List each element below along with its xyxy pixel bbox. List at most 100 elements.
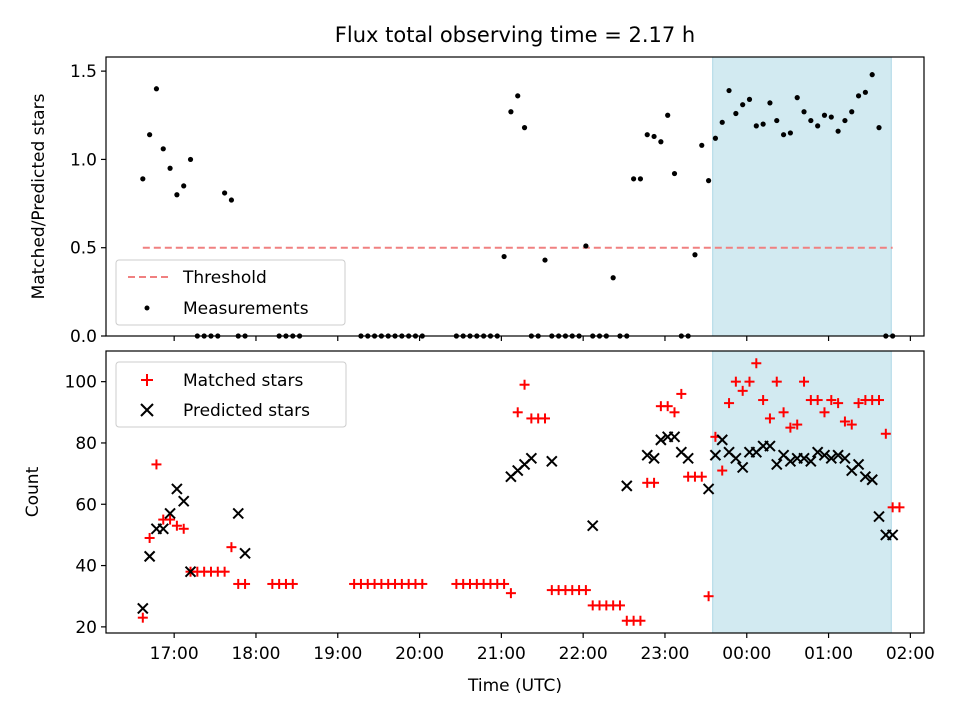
measurement-point: [835, 128, 841, 134]
matched-point: [764, 413, 775, 424]
measurement-point: [787, 130, 793, 136]
measurement-point: [849, 109, 855, 115]
matched-legend-swatch: [141, 374, 153, 386]
predicted-point: [621, 480, 633, 492]
top-y-axis-label: Matched/Predicted stars: [29, 93, 49, 299]
predicted-point: [702, 483, 715, 495]
y-tick-label: 100: [65, 373, 97, 393]
matched-point: [635, 615, 646, 626]
measurement-point: [712, 135, 719, 141]
x-tick-label: 22:00: [559, 644, 608, 664]
measurement-point: [719, 119, 725, 125]
predicted-point: [171, 483, 183, 495]
y-tick-label: 1.0: [70, 150, 97, 170]
x-tick-label: 17:00: [150, 644, 199, 664]
predicted-point: [682, 452, 694, 464]
predicted-stars-points: [137, 431, 899, 615]
measurement-point: [842, 117, 848, 124]
predicted-point: [818, 449, 831, 461]
predicted-point: [784, 455, 797, 468]
bottom-shaded-region: [712, 350, 892, 634]
predicted-point: [825, 452, 838, 464]
matched-point: [539, 413, 550, 424]
measurement-point: [153, 86, 160, 92]
matched-point: [662, 401, 673, 412]
y-tick-label: 40: [75, 557, 97, 577]
measurement-point: [705, 178, 712, 184]
measurement-point: [651, 133, 657, 140]
predicted-point: [641, 449, 653, 461]
predicted-point: [137, 602, 149, 615]
measurement-point: [140, 176, 146, 182]
predicted-point: [709, 449, 722, 461]
predicted-point: [164, 507, 176, 520]
matched-point: [178, 523, 189, 534]
top-shaded-region: [712, 56, 892, 337]
measurements-points: [140, 72, 896, 339]
bottom-x-axis-label: Time (UTC): [467, 676, 562, 696]
top-panel: 0.0 0.5 1.0 1.5 Matched/Predicted stars Thr…: [29, 56, 925, 347]
matched-point: [751, 358, 762, 369]
matched-point: [758, 395, 769, 406]
matched-point: [846, 419, 857, 430]
measurement-point: [746, 96, 753, 102]
bottom-legend-box: [115, 361, 347, 428]
matched-point: [874, 395, 885, 406]
matched-point: [151, 459, 162, 470]
matched-point: [792, 419, 803, 430]
matched-point: [717, 465, 728, 476]
measurement-point: [160, 146, 166, 152]
measurement-point: [222, 190, 228, 196]
measurements-legend-swatch: [144, 305, 150, 311]
predicted-point: [852, 458, 865, 471]
predicted-point: [655, 434, 667, 446]
y-tick-label: 60: [75, 495, 97, 515]
bottom-y-axis-ticks: 20 40 60 80 100: [65, 373, 106, 638]
predicted-point: [736, 461, 749, 474]
predicted-point: [668, 431, 681, 443]
predicted-point: [546, 455, 558, 468]
matched-point: [144, 532, 155, 543]
measurement-point: [228, 197, 235, 203]
bottom-legend: Matched stars Predicted stars: [115, 361, 347, 428]
matched-stars-points: [137, 358, 905, 626]
measurement-point: [726, 87, 732, 94]
matched-point: [853, 398, 864, 409]
measurement-point: [692, 252, 698, 258]
measurement-point: [501, 253, 507, 260]
predicted-point: [886, 529, 899, 541]
predicted-point: [764, 440, 776, 452]
measurement-point: [801, 109, 807, 115]
matched-point: [812, 395, 823, 406]
measurement-point: [780, 132, 787, 138]
y-tick-label: 20: [75, 618, 97, 638]
matched-point: [512, 407, 523, 418]
predicted-point: [716, 434, 728, 446]
matched-point: [649, 477, 660, 488]
matched-point: [737, 385, 748, 396]
matched-point: [894, 502, 905, 513]
measurements-legend-label: Measurements: [183, 299, 309, 319]
bottom-y-axis-label: Count: [23, 466, 43, 517]
measurement-point: [521, 125, 528, 131]
predicted-point: [866, 474, 878, 486]
matched-point: [833, 398, 844, 409]
matched-point: [240, 578, 251, 589]
x-tick-label: 19:00: [313, 644, 362, 664]
matched-point: [730, 376, 741, 387]
x-tick-label: 18:00: [231, 644, 280, 664]
measurement-point: [767, 100, 773, 106]
matched-point: [137, 612, 148, 623]
x-tick-label: 02:00: [886, 644, 935, 664]
bottom-axes-frame: [105, 350, 925, 634]
predicted-point: [873, 510, 885, 523]
matched-point: [839, 416, 850, 427]
measurement-point: [671, 170, 678, 177]
matched-point: [799, 376, 810, 387]
matched-point: [696, 471, 707, 482]
matched-point: [819, 407, 830, 418]
measurement-point: [508, 109, 514, 115]
matched-point: [703, 591, 714, 602]
measurement-point: [147, 132, 153, 138]
measurement-point: [631, 176, 637, 182]
